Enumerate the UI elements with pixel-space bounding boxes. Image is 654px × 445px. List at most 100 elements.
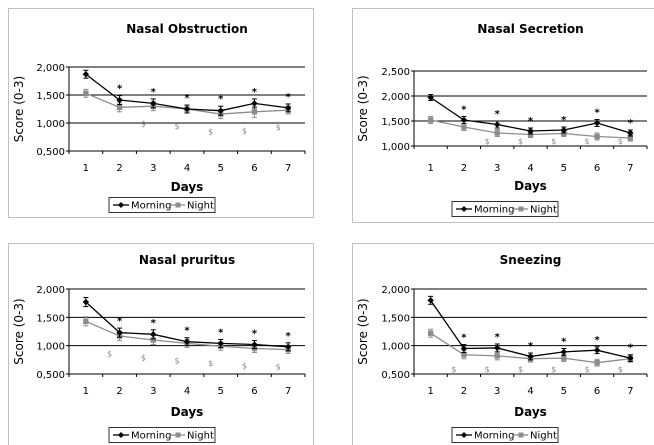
x-tick-label: 6 (594, 386, 600, 397)
y-axis-label: Score (0-3) (356, 75, 370, 141)
x-tick-label: 1 (83, 386, 89, 397)
legend-label-night: Night (530, 205, 557, 216)
y-tick-label: 1,500 (36, 91, 65, 102)
x-tick-label: 2 (116, 386, 122, 397)
x-tick-label: 7 (627, 163, 633, 174)
night-significance-marker: $ (174, 356, 179, 365)
data-point-morning (183, 105, 191, 113)
data-point-morning (460, 345, 468, 352)
data-point-morning (82, 298, 90, 306)
data-point-night (83, 318, 89, 324)
night-significance-marker: $ (174, 122, 179, 131)
legend-marker-morning (461, 206, 467, 212)
night-significance-marker: $ (451, 365, 456, 374)
data-point-night (561, 355, 567, 361)
chart-svg: Sneezing 0,500 1,000 1,500 2,000 1 2 3 4 5 6 7 Days S… (356, 253, 648, 443)
data-point-night (461, 352, 467, 358)
y-tick-label: 0,500 (381, 370, 410, 381)
night-significance-marker: $ (518, 137, 523, 146)
data-point-night (83, 90, 89, 97)
significance-marker: * (594, 108, 600, 119)
data-point-morning (494, 344, 501, 352)
y-tick-label: 1,000 (381, 342, 410, 353)
x-tick-label: 6 (594, 163, 600, 174)
significance-marker: * (151, 87, 157, 98)
data-point-night (594, 133, 600, 140)
significance-marker: * (218, 94, 224, 105)
legend-label-night: Night (187, 431, 214, 442)
legend-label-night: Night (530, 431, 557, 442)
x-tick-label: 7 (285, 386, 291, 397)
data-point-night (594, 359, 600, 366)
legend-box (108, 197, 216, 213)
legend-marker-morning (118, 202, 124, 208)
legend-label-morning: Morning (474, 431, 514, 442)
significance-marker: * (461, 105, 467, 116)
legend-marker-morning (118, 432, 124, 438)
night-significance-marker: $ (585, 137, 590, 146)
night-significance-marker: $ (141, 354, 146, 363)
x-tick-label: 4 (527, 163, 533, 174)
x-tick-label: 2 (461, 386, 467, 397)
night-significance-marker: $ (141, 120, 146, 129)
chart-panel-nasal-secretion: Nasal Secretion 1,000 1,500 2,000 2,500 1 2 3 4 5… (352, 8, 654, 223)
night-significance-marker: $ (107, 350, 112, 359)
chart-title: Nasal Secretion (477, 22, 583, 36)
x-tick-label: 7 (285, 163, 291, 174)
y-tick-label: 2,500 (381, 67, 410, 78)
night-significance-marker: $ (208, 128, 213, 137)
data-point-night (494, 130, 500, 136)
chart-title: Nasal pruritus (139, 253, 235, 267)
significance-marker: * (286, 92, 292, 103)
data-point-night (627, 135, 634, 141)
data-point-night (461, 124, 467, 130)
significance-marker: * (495, 109, 501, 120)
y-tick-label: 1,500 (381, 117, 410, 128)
legend-label-morning: Morning (474, 205, 514, 216)
night-significance-marker: $ (551, 365, 556, 374)
y-tick-label: 2,000 (36, 63, 65, 74)
y-tick-label: 1,500 (36, 313, 65, 324)
significance-marker: * (151, 318, 157, 329)
x-tick-label: 2 (461, 163, 467, 174)
y-tick-label: 0,500 (36, 370, 65, 381)
night-significance-marker: $ (518, 365, 523, 374)
legend-box (451, 427, 559, 443)
night-significance-marker: $ (585, 365, 590, 374)
significance-marker: * (594, 335, 600, 346)
data-point-morning (427, 297, 434, 304)
night-significance-marker: $ (618, 137, 623, 146)
data-point-morning (150, 331, 157, 338)
y-tick-label: 2,000 (381, 285, 410, 296)
significance-marker: * (184, 93, 190, 104)
data-point-morning (460, 116, 468, 124)
y-axis-label: Score (0-3) (12, 298, 26, 364)
x-tick-label: 1 (427, 386, 433, 397)
y-tick-label: 1,000 (381, 142, 410, 153)
y-tick-label: 2,000 (36, 285, 65, 296)
x-tick-label: 1 (83, 163, 89, 174)
x-tick-label: 5 (561, 163, 567, 174)
data-point-morning (593, 119, 601, 127)
y-tick-label: 0,500 (36, 147, 65, 158)
significance-marker: * (117, 316, 123, 327)
data-point-morning (427, 94, 434, 101)
night-significance-marker: $ (242, 361, 247, 370)
chart-title: Sneezing (500, 253, 562, 267)
x-axis-label: Days (514, 405, 547, 419)
x-tick-label: 3 (494, 163, 500, 174)
significance-marker: * (495, 332, 501, 343)
data-point-morning (116, 96, 123, 104)
y-tick-label: 1,000 (36, 119, 65, 130)
significance-marker: * (561, 337, 567, 348)
night-significance-marker: $ (618, 365, 623, 374)
chart-svg: Nasal pruritus 0,500 1,000 1,500 2,000 1 2 3 4 5 6… (12, 253, 306, 443)
legend-marker-night (518, 432, 524, 438)
x-tick-label: 2 (116, 163, 122, 174)
data-point-morning (217, 340, 224, 347)
data-point-morning (82, 71, 90, 78)
data-point-night (561, 130, 567, 137)
chart-panel-nasal-obstruction: Nasal Obstruction 0,500 1,000 1,500 2,000 1 2 3… (8, 8, 314, 218)
data-point-morning (560, 348, 567, 356)
